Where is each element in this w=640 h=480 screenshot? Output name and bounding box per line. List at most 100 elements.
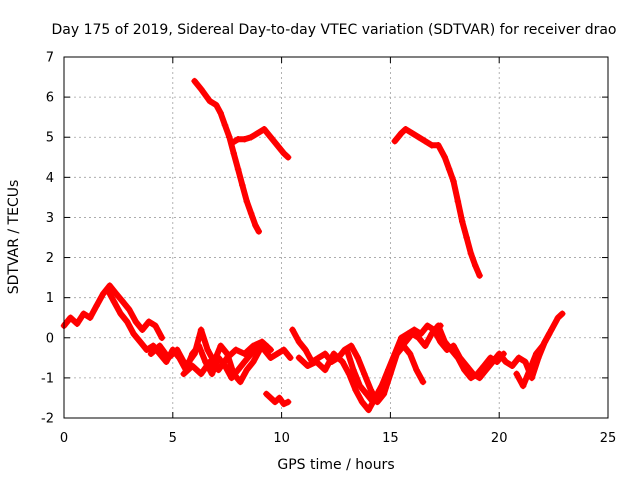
data-point — [241, 350, 248, 358]
data-point — [369, 398, 377, 406]
y-axis-label: SDTVAR / TECUs — [6, 180, 22, 295]
data-point — [197, 85, 205, 93]
data-point — [339, 358, 346, 366]
data-point — [234, 136, 242, 143]
data-point — [271, 398, 279, 406]
data-point — [430, 326, 438, 333]
data-point — [454, 198, 462, 205]
data-point — [295, 338, 303, 345]
data-point — [126, 306, 133, 313]
data-point — [445, 166, 453, 173]
data-point — [513, 370, 520, 378]
data-point — [463, 362, 470, 370]
data-point — [206, 97, 213, 105]
data-point — [539, 342, 546, 349]
data-point — [255, 228, 262, 235]
data-point — [237, 378, 244, 386]
data-point — [280, 346, 287, 354]
data-point — [456, 354, 464, 362]
data-point — [428, 142, 435, 149]
series-trace — [61, 282, 165, 341]
data-point — [509, 362, 516, 370]
series-low-8 — [343, 322, 507, 406]
data-point — [191, 350, 198, 358]
data-point — [467, 250, 475, 257]
series-arc-high-1b — [228, 126, 292, 161]
grid — [64, 57, 608, 418]
y-tick-label: 5 — [46, 131, 54, 146]
data-point — [226, 134, 233, 141]
data-point — [139, 326, 146, 333]
data-point — [208, 370, 216, 378]
tick-labels: 0 5 10 15 20 25 -2 -1 0 1 2 3 4 5 6 7 — [41, 51, 616, 447]
series-low-1 — [60, 282, 166, 341]
data-point — [358, 398, 366, 406]
series-arc-high-2 — [391, 126, 483, 279]
data-point — [143, 346, 150, 354]
data-point — [398, 334, 405, 341]
data-point — [476, 272, 483, 279]
series-trace — [391, 126, 483, 279]
data-point — [280, 400, 287, 408]
data-point — [284, 398, 292, 406]
y-tick-label: 6 — [46, 91, 54, 106]
data-point — [321, 350, 329, 358]
data-point — [330, 350, 338, 358]
data-point — [343, 346, 351, 354]
data-point — [189, 362, 196, 370]
y-tick-label: -2 — [41, 412, 54, 427]
data-point — [419, 378, 427, 386]
data-point — [546, 330, 553, 337]
data-point — [147, 350, 155, 358]
data-point — [515, 354, 522, 362]
series-low-10 — [513, 330, 553, 390]
y-tick-label: -1 — [41, 371, 54, 386]
data-point — [158, 334, 166, 341]
data-point — [197, 370, 205, 378]
series-low-4 — [180, 338, 274, 378]
data-point — [197, 326, 205, 333]
data-point — [234, 366, 242, 374]
data-point — [258, 338, 266, 345]
data-point — [247, 134, 255, 141]
data-point — [522, 358, 529, 366]
data-point — [348, 342, 355, 349]
y-tick-label: 2 — [46, 251, 54, 266]
data-point — [463, 234, 470, 241]
y-tick-label: 4 — [46, 171, 54, 186]
data-point — [250, 358, 257, 366]
data-point — [256, 346, 264, 354]
data-point — [313, 358, 320, 366]
x-tick-label: 0 — [60, 431, 68, 446]
data-point — [398, 130, 405, 137]
data-point — [389, 358, 396, 366]
data-point — [267, 354, 274, 362]
data-point — [224, 354, 231, 362]
data-point — [241, 136, 248, 143]
data-point — [382, 374, 390, 382]
data-point — [260, 126, 268, 133]
data-point — [489, 358, 496, 366]
x-tick-label: 15 — [382, 431, 399, 446]
data-point — [254, 130, 261, 137]
data-point — [276, 394, 283, 402]
data-point — [437, 338, 444, 345]
data-point — [263, 390, 270, 398]
data-point — [104, 286, 111, 293]
x-tick-label: 5 — [169, 431, 177, 446]
data-point — [284, 154, 292, 161]
data-point — [230, 150, 237, 157]
data-point — [243, 198, 250, 205]
data-point — [230, 370, 237, 378]
data-point — [424, 322, 431, 329]
data-point — [274, 142, 281, 149]
data-point — [422, 342, 429, 349]
data-point — [217, 342, 224, 349]
y-tick-label: 7 — [46, 51, 54, 66]
data-point — [110, 298, 118, 305]
data-point — [252, 222, 259, 229]
x-axis-label: GPS time / hours — [277, 457, 394, 473]
data-point — [215, 366, 222, 374]
data-point — [274, 350, 281, 358]
